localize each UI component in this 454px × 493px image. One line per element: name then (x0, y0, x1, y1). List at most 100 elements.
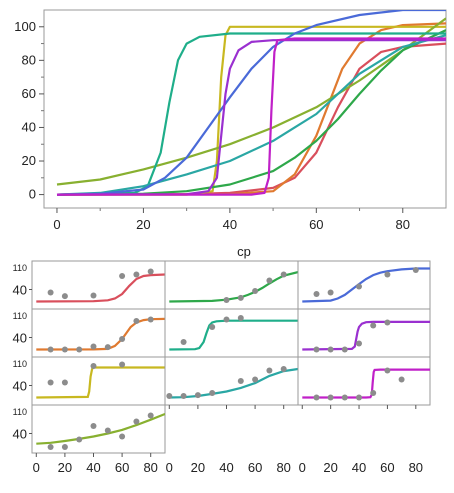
small-panel-point (384, 319, 391, 326)
x-tick-label: 0 (53, 217, 60, 232)
small-x-tick-label: 60 (248, 460, 262, 475)
small-panel-point (119, 361, 126, 368)
y-tick-label: 40 (22, 119, 36, 134)
series-line-3 (57, 25, 446, 196)
small-panel-point (266, 367, 273, 374)
small-panel-point (47, 444, 54, 450)
small-panel-5 (164, 308, 299, 358)
small-panel-point (412, 267, 419, 273)
small-y-tick-label: 40 (13, 379, 27, 394)
small-y-tick-label: 110 (13, 359, 27, 369)
small-panel-point (61, 444, 68, 450)
main-plot-frame (43, 9, 447, 209)
small-panel-6 (297, 308, 431, 358)
small-panel-point (313, 394, 320, 401)
small-panel-point (370, 322, 377, 329)
small-panel-point (47, 289, 54, 296)
small-panel-point (280, 271, 287, 278)
small-panel-point (90, 423, 97, 429)
series-line-5 (56, 29, 446, 196)
small-x-tick-label: 0 (33, 460, 40, 475)
small-panel-point (180, 393, 187, 399)
small-panel-point (280, 366, 287, 372)
small-panel-content (302, 267, 430, 303)
small-panel-point (147, 412, 154, 419)
small-panel-10: 110 40 (13, 404, 166, 454)
x-tick-label: 60 (309, 217, 323, 232)
small-x-axis-1: 0 20 40 60 80 (33, 453, 158, 475)
small-panel-point (90, 363, 97, 369)
small-panel-curve (169, 319, 298, 351)
small-x-tick-label: 40 (86, 460, 100, 475)
small-panel-content (36, 268, 165, 303)
small-panel-point (252, 376, 259, 383)
small-panel-content (36, 361, 165, 399)
small-panel-3 (297, 260, 431, 310)
small-panel-frame (31, 404, 166, 454)
small-panel-point (252, 288, 259, 294)
small-y-tick-label: 40 (13, 427, 27, 442)
small-panel-point (327, 346, 334, 353)
series-line-7 (56, 34, 446, 196)
small-panel-point (180, 339, 187, 345)
small-x-tick-label: 20 (58, 460, 72, 475)
small-panel-9 (297, 356, 431, 406)
small-panel-point (47, 379, 54, 386)
small-panel-point (209, 324, 216, 330)
main-plot: 0 20 40 60 80 100 0 20 40 60 80 (14, 9, 447, 232)
small-x-tick-label: 80 (409, 460, 423, 475)
small-x-tick-label: 20 (191, 460, 205, 475)
small-x-tick-label: 40 (352, 460, 366, 475)
small-panel-curve (302, 267, 430, 303)
small-x-tick-label: 40 (219, 460, 233, 475)
small-panel-point (266, 277, 273, 284)
small-y-tick-label: 40 (13, 283, 27, 298)
y-tick-label: 100 (14, 19, 36, 34)
small-panel-point (313, 291, 320, 297)
y-tick-label: 20 (22, 153, 36, 168)
small-panel-point (237, 294, 244, 301)
small-panel-point (104, 344, 111, 351)
small-panel-curve (36, 412, 165, 445)
small-panel-point (223, 297, 230, 303)
y-tick-label: 60 (22, 86, 36, 101)
small-panel-point (47, 346, 54, 353)
small-x-tick-label: 0 (166, 460, 173, 475)
small-panel-content (169, 315, 298, 351)
small-panel-content (302, 319, 430, 353)
small-panel-point (341, 346, 348, 353)
small-panel-point (313, 346, 320, 353)
small-panel-point (104, 427, 111, 434)
small-panel-4: 110 40 (13, 308, 166, 358)
small-panel-point (398, 376, 405, 383)
small-x-tick-label: 80 (276, 460, 290, 475)
small-panel-point (147, 268, 154, 275)
main-x-axis-title: cp (237, 244, 251, 259)
x-tick-label: 20 (136, 217, 150, 232)
small-x-tick-label: 60 (380, 460, 394, 475)
small-panel-point (76, 436, 83, 443)
small-panel-point (61, 293, 68, 300)
small-panel-point (327, 289, 334, 296)
small-panel-curve (36, 317, 165, 351)
small-panel-point (90, 292, 97, 299)
small-panel-2 (164, 260, 299, 310)
small-x-axis-2: 0 20 40 60 80 (166, 405, 291, 475)
small-panel-point (341, 394, 348, 401)
small-panel-point (356, 283, 362, 290)
small-panel-7: 110 40 (13, 356, 166, 406)
small-panel-point (90, 343, 97, 350)
small-panel-point (61, 346, 68, 353)
small-panel-content (169, 271, 298, 303)
small-x-axis-3: 0 20 40 60 80 (299, 405, 423, 475)
y-tick-label: 0 (29, 187, 36, 202)
series-line-2 (56, 22, 446, 196)
series-line-9 (56, 39, 446, 196)
small-panel-point (356, 394, 362, 401)
small-panel-point (384, 367, 391, 374)
small-x-tick-label: 0 (299, 460, 306, 475)
small-panel-curve (302, 320, 430, 351)
small-x-tick-label: 20 (323, 460, 337, 475)
small-panel-point (61, 379, 68, 386)
